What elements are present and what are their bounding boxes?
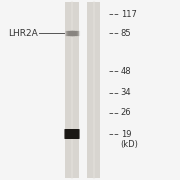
Text: LHR2A: LHR2A — [8, 29, 38, 38]
Bar — [65, 2, 79, 178]
Text: (kD): (kD) — [121, 140, 138, 148]
Text: 85: 85 — [121, 29, 131, 38]
Text: 19: 19 — [121, 130, 131, 139]
Text: 26: 26 — [121, 108, 131, 117]
Text: 117: 117 — [121, 10, 136, 19]
Bar — [87, 2, 100, 178]
Text: 34: 34 — [121, 88, 131, 97]
Text: 48: 48 — [121, 67, 131, 76]
